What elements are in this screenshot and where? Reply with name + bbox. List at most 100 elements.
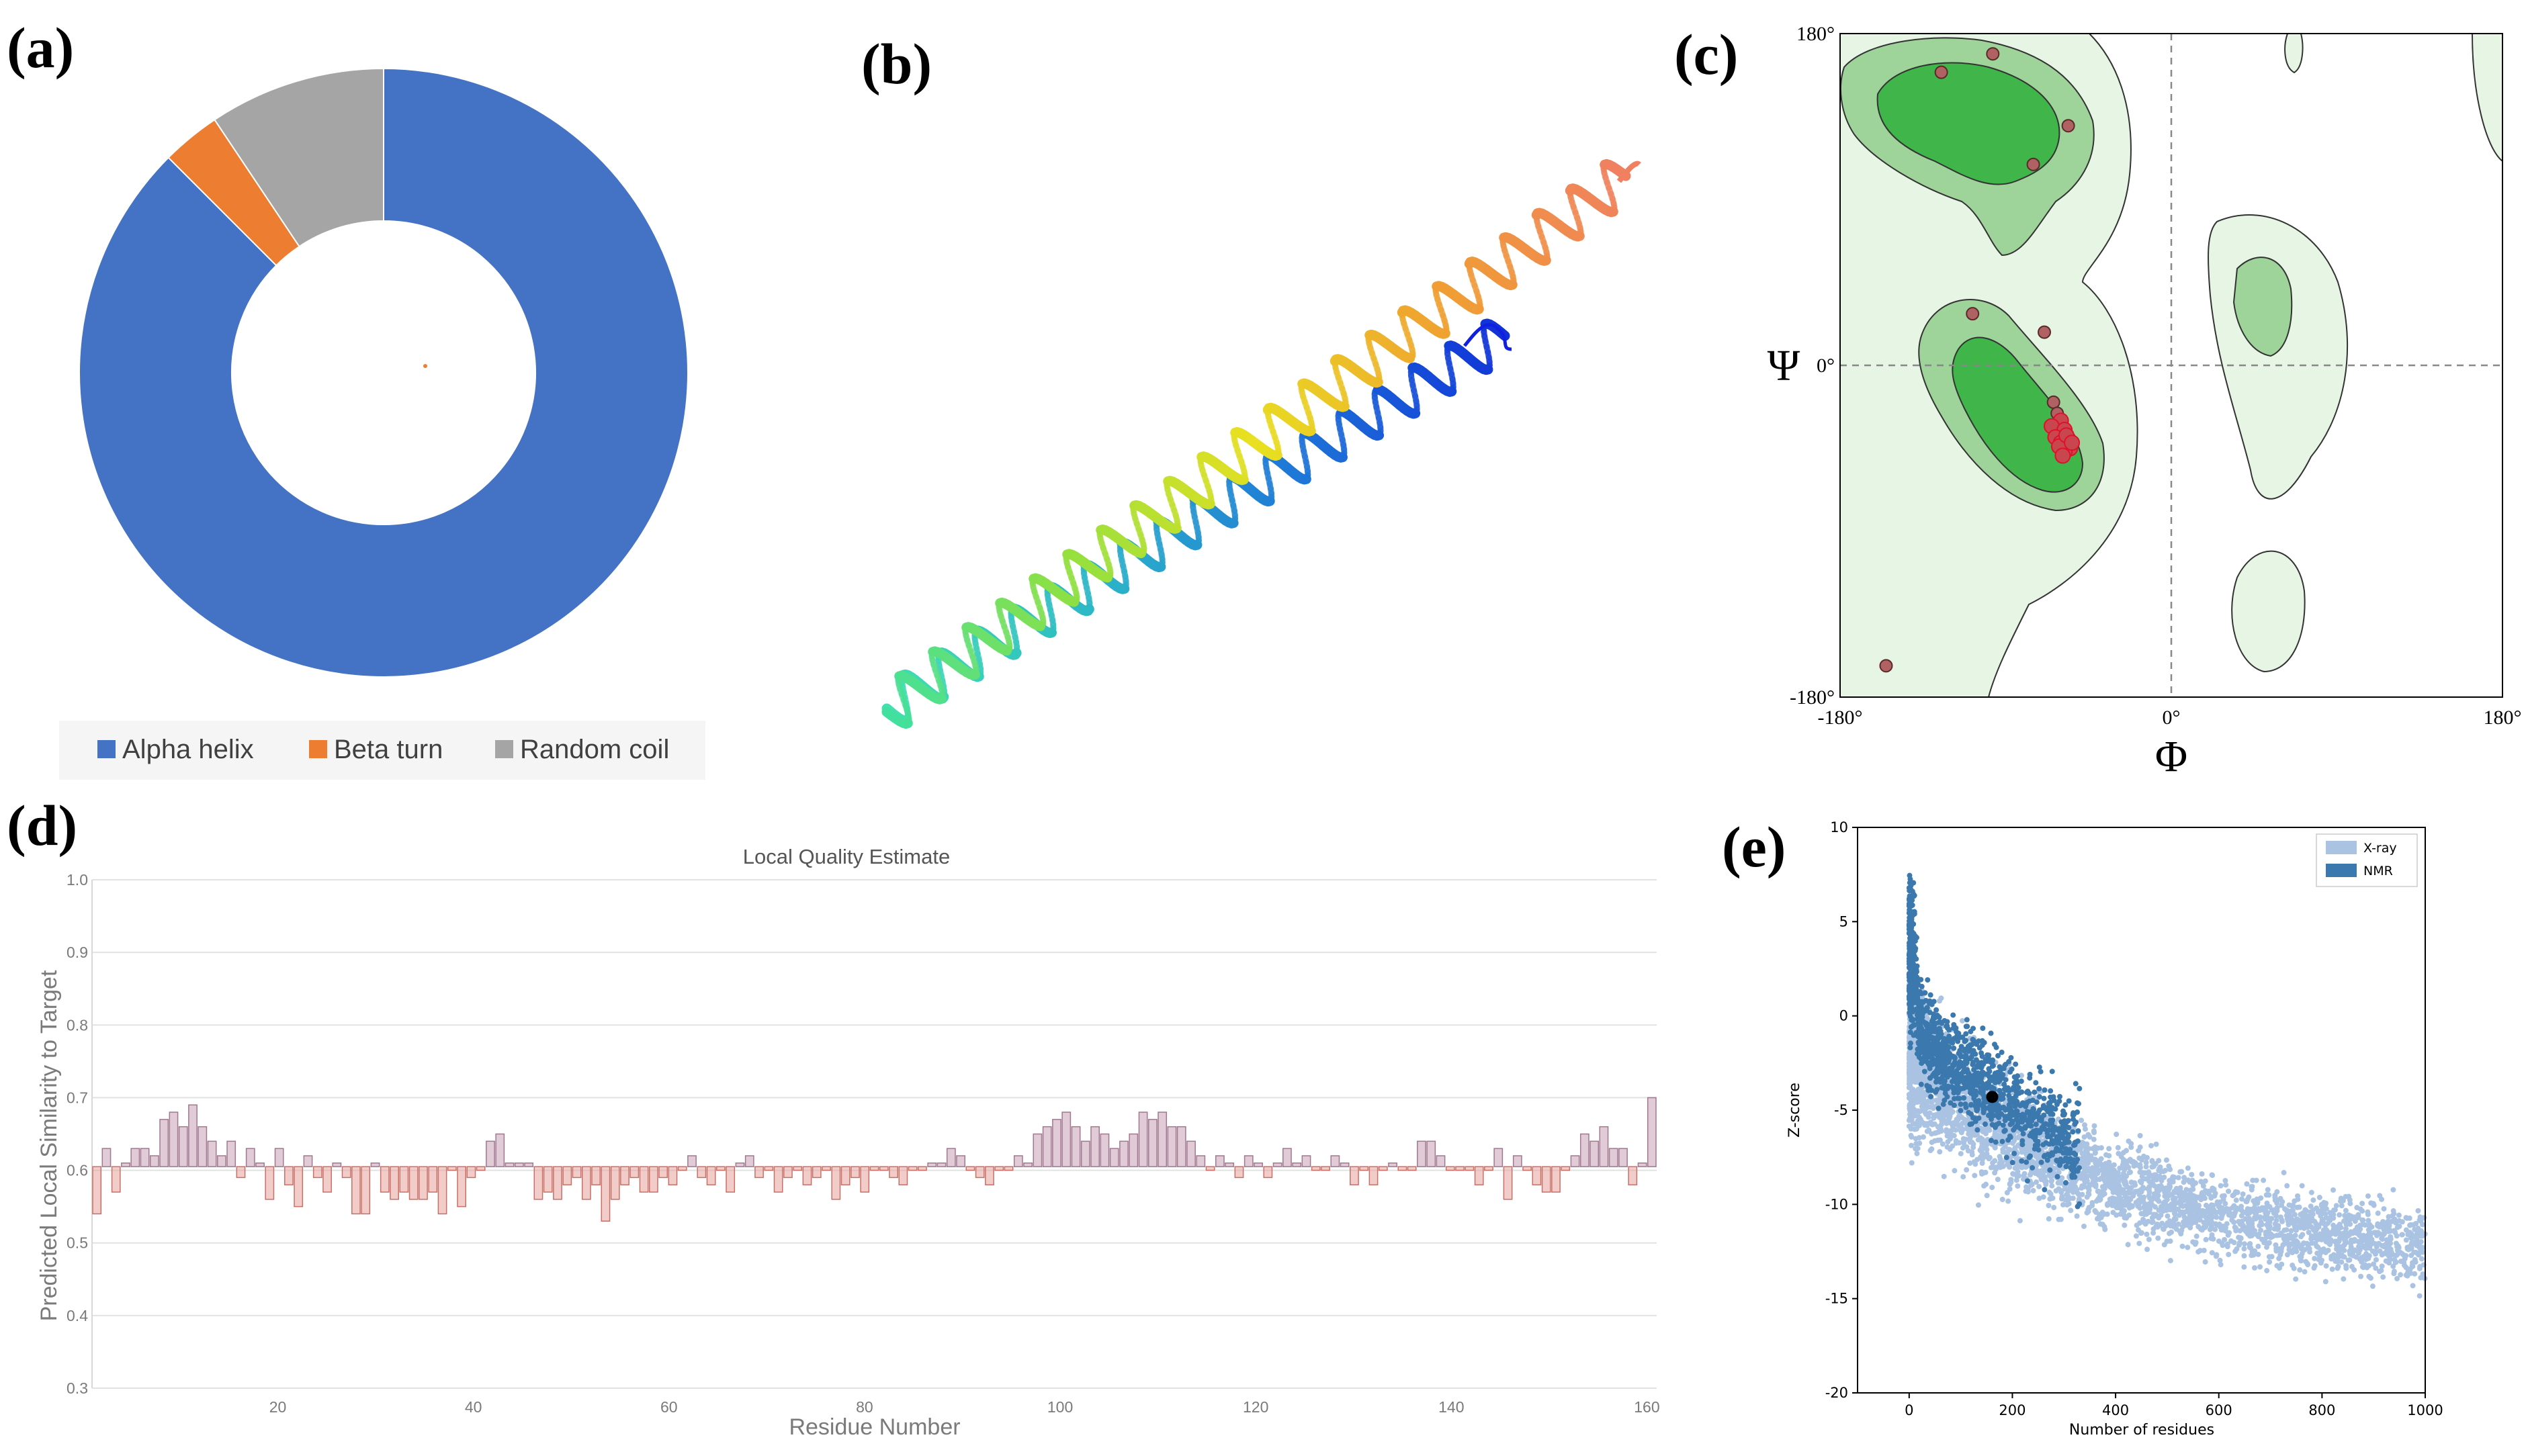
lqe-bar	[1292, 1163, 1302, 1167]
zscore-xray-point	[2223, 1182, 2229, 1188]
zscore-xray-point	[2175, 1175, 2181, 1181]
zscore-nmr-point	[2044, 1157, 2050, 1163]
zscore-xray-point	[2310, 1226, 2316, 1232]
zscore-xray-point	[2236, 1240, 2242, 1246]
zscore-xray-point	[2179, 1209, 2185, 1215]
lqe-bar	[1628, 1166, 1638, 1185]
lqe-x-tick: 120	[1243, 1398, 1268, 1416]
zscore-xray-point	[2238, 1203, 2245, 1210]
zscore-xray-point	[2241, 1226, 2247, 1232]
helix-ribbon-illustration	[881, 159, 1641, 729]
lqe-bar	[1359, 1166, 1369, 1171]
zscore-xray-point	[1992, 1170, 1998, 1176]
zscore-xray-point	[2168, 1207, 2174, 1213]
zscore-xray-point	[2290, 1220, 2296, 1226]
zscore-xray-point	[2143, 1160, 2149, 1166]
lqe-bar	[581, 1166, 591, 1200]
zscore-xray-point	[2369, 1283, 2376, 1289]
rama-point	[2038, 325, 2052, 339]
lqe-y-tick: 0.5	[67, 1234, 88, 1252]
rama-region-core-1	[1876, 62, 2060, 185]
zscore-xray-point	[2181, 1179, 2187, 1185]
zscore-xray-point	[2208, 1195, 2214, 1201]
zscore-xray-point	[2258, 1195, 2264, 1201]
zscore-xray-point	[2380, 1232, 2386, 1238]
zscore-xray-point	[2300, 1242, 2306, 1248]
zscore-xray-point	[2083, 1155, 2089, 1161]
zscore-xray-point	[2098, 1214, 2104, 1220]
zscore-xray-point	[2304, 1241, 2310, 1247]
zscore-xray-point	[2253, 1209, 2259, 1215]
lqe-bar	[918, 1166, 927, 1171]
zscore-xray-point	[2403, 1265, 2409, 1271]
zscore-xray-point	[2377, 1269, 2383, 1275]
zscore-xray-point	[2368, 1239, 2374, 1245]
zscore-xray-point	[2315, 1236, 2321, 1242]
rama-region-allowed-3	[2231, 550, 2306, 673]
lqe-bar	[1052, 1119, 1061, 1167]
lqe-bar	[553, 1166, 562, 1200]
zscore-xray-point	[1941, 1173, 1947, 1179]
zscore-xray-point	[2203, 1236, 2209, 1242]
zscore-xray-point	[2255, 1243, 2261, 1249]
zscore-xray-point	[2224, 1221, 2230, 1227]
zscore-xray-point	[2128, 1179, 2134, 1185]
zscore-xray-point	[2191, 1193, 2197, 1199]
lqe-y-label: Predicted Local Similarity to Target	[36, 970, 62, 1321]
zscore-xray-point	[2202, 1178, 2208, 1184]
zscore-xray-point	[2312, 1240, 2318, 1246]
zscore-nmr-point	[2008, 1054, 2014, 1060]
zscore-xray-point	[2265, 1220, 2271, 1226]
zscore-xray-point	[2129, 1203, 2135, 1210]
lqe-bar	[466, 1166, 476, 1179]
panel-label-c: (c)	[1674, 22, 1738, 87]
zscore-xray-point	[2081, 1134, 2087, 1140]
zscore-xray-point	[2139, 1173, 2145, 1179]
zscore-xray-point	[2121, 1202, 2127, 1208]
zscore-xray-point	[2292, 1246, 2298, 1253]
zscore-xray-point	[2415, 1208, 2421, 1214]
zscore-xray-point	[2143, 1164, 2149, 1170]
lqe-bar	[735, 1163, 745, 1167]
zscore-xray-point	[2197, 1214, 2203, 1220]
zscore-xray-point	[2089, 1175, 2095, 1181]
zscore-xray-point	[1923, 1111, 1929, 1118]
zscore-xray-point	[2317, 1231, 2323, 1237]
zscore-xray-point	[2011, 1146, 2017, 1152]
zscore-xray-point	[2014, 1173, 2020, 1179]
zscore-nmr-point	[1988, 1138, 1994, 1144]
zscore-xray-point	[2247, 1233, 2253, 1239]
lqe-bar	[1100, 1133, 1110, 1167]
lqe-bar	[1589, 1140, 1600, 1167]
zscore-xray-point	[1958, 1150, 1964, 1156]
zscore-xray-point	[2046, 1216, 2052, 1222]
zscore-xray-point	[2171, 1218, 2177, 1224]
zscore-xray-point	[2288, 1233, 2294, 1239]
lqe-bar	[639, 1166, 649, 1193]
zscore-xray-point	[2171, 1222, 2177, 1228]
zscore-xray-point	[2080, 1142, 2086, 1148]
zscore-xray-point	[2137, 1133, 2143, 1139]
lqe-bar	[1225, 1163, 1235, 1167]
lqe-bar	[341, 1166, 351, 1179]
zscore-xray-point	[2241, 1264, 2247, 1270]
zscore-xray-point	[2399, 1232, 2405, 1238]
lqe-bar	[1129, 1133, 1139, 1167]
zscore-xray-point	[1936, 998, 1942, 1004]
zscore-xray-point	[2118, 1205, 2124, 1212]
zscore-xray-point	[1953, 1138, 1959, 1144]
zscore-xray-point	[2081, 1122, 2087, 1128]
zscore-xray-point	[2328, 1230, 2335, 1236]
lqe-bar	[1071, 1126, 1081, 1167]
zscore-xray-point	[2198, 1179, 2204, 1185]
zscore-xray-point	[2328, 1216, 2334, 1222]
zscore-xray-point	[2152, 1177, 2158, 1183]
zscore-xray-point	[2255, 1234, 2261, 1240]
zscore-xray-point	[2141, 1204, 2147, 1210]
donut-legend: Alpha helix Beta turn Random coil	[97, 735, 669, 764]
lqe-bar	[1378, 1166, 1388, 1171]
zscore-xray-point	[2079, 1161, 2085, 1167]
zscore-xray-point	[1915, 1067, 1921, 1073]
zscore-xray-point	[1959, 1126, 1965, 1132]
